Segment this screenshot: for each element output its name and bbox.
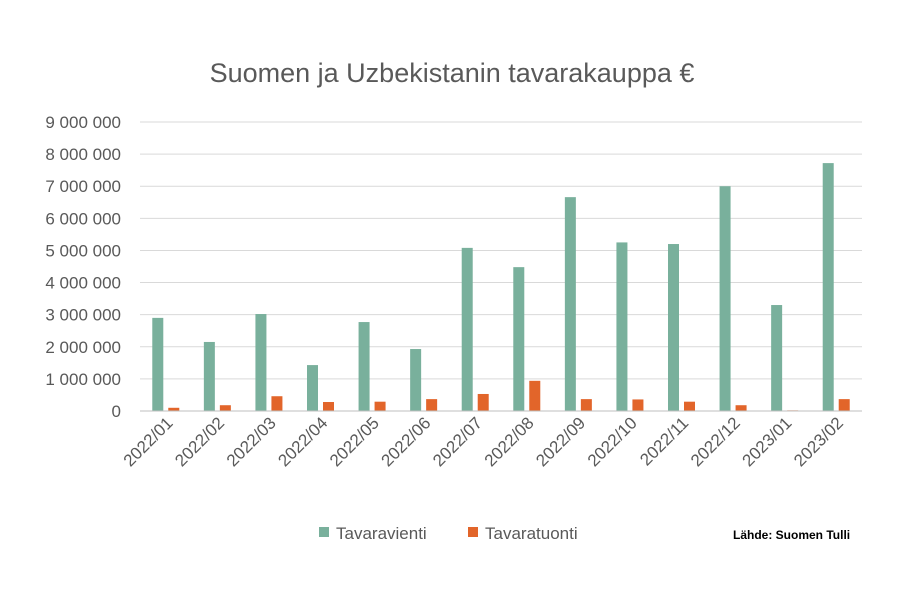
bar-tavaratuonti-2022-06 xyxy=(426,399,438,411)
x-tick-label: 2022/08 xyxy=(481,413,538,470)
x-tick-label: 2022/11 xyxy=(636,413,692,469)
y-tick-label: 6 000 000 xyxy=(45,209,121,228)
bar-tavaravienti-2022-11 xyxy=(668,244,679,411)
source-note: Lähde: Suomen Tulli xyxy=(733,528,850,542)
x-axis-tick-labels: 2022/012022/022022/032022/042022/052022/… xyxy=(120,413,847,470)
x-tick-label: 2022/01 xyxy=(120,413,177,470)
bar-tavaratuonti-2022-04 xyxy=(323,402,334,411)
x-tick-label: 2023/02 xyxy=(790,413,847,470)
y-axis-tick-labels: 0 1 000 000 2 000 000 3 000 000 4 000 000 5 0… xyxy=(45,113,121,421)
bar-tavaratuonti-2023-02 xyxy=(838,399,850,411)
x-tick-label: 2022/03 xyxy=(223,413,280,470)
y-tick-label: 9 000 000 xyxy=(45,113,121,132)
x-tick-label: 2022/12 xyxy=(687,413,744,470)
y-tick-label: 5 000 000 xyxy=(45,241,121,260)
x-tick-label: 2022/09 xyxy=(532,413,589,470)
bar-tavaratuonti-2022-03 xyxy=(271,396,283,411)
bar-tavaravienti-2023-02 xyxy=(822,163,834,411)
bar-tavaratuonti-2022-08 xyxy=(529,380,541,411)
y-tick-label: 3 000 000 xyxy=(45,306,121,325)
x-tick-label: 2023/01 xyxy=(739,413,796,470)
bar-tavaravienti-2022-06 xyxy=(410,349,422,411)
bar-tavaravienti-2022-04 xyxy=(307,365,318,411)
y-tick-label: 8 000 000 xyxy=(45,145,121,164)
bar-tavaravienti-2022-09 xyxy=(564,197,576,411)
x-tick-label: 2022/07 xyxy=(429,413,486,470)
bar-tavaravienti-2022-10 xyxy=(616,242,628,411)
x-tick-label: 2022/06 xyxy=(378,413,435,470)
bar-tavaravienti-2022-03 xyxy=(255,314,267,411)
x-tick-label: 2022/05 xyxy=(326,413,383,470)
legend: Tavaravienti Tavaratuonti xyxy=(319,524,578,543)
bar-tavaratuonti-2022-01 xyxy=(168,407,180,411)
y-tick-label: 0 xyxy=(112,402,121,421)
legend-label-tavaravienti: Tavaravienti xyxy=(336,524,427,543)
y-tick-label: 2 000 000 xyxy=(45,338,121,357)
y-tick-label: 4 000 000 xyxy=(45,274,121,293)
x-tick-label: 2022/02 xyxy=(171,413,228,470)
bar-tavaratuonti-2022-12 xyxy=(735,405,747,411)
legend-swatch-tavaratuonti xyxy=(468,527,478,537)
bar-tavaravienti-2023-01 xyxy=(771,305,783,411)
bars xyxy=(152,163,850,411)
bar-tavaratuonti-2022-09 xyxy=(580,399,592,411)
bar-tavaratuonti-2022-10 xyxy=(632,399,644,411)
x-tick-label: 2022/04 xyxy=(274,413,331,470)
bar-tavaravienti-2022-08 xyxy=(513,267,525,411)
chart-title: Suomen ja Uzbekistanin tavarakauppa € xyxy=(210,58,695,88)
bar-tavaravienti-2022-01 xyxy=(152,317,164,411)
bar-tavaravienti-2022-02 xyxy=(203,341,215,411)
bar-tavaratuonti-2022-02 xyxy=(219,405,231,411)
bar-tavaratuonti-2022-11 xyxy=(684,401,695,411)
y-tick-label: 7 000 000 xyxy=(45,177,121,196)
gridlines xyxy=(140,121,862,380)
bar-tavaravienti-2022-05 xyxy=(358,322,370,411)
bar-tavaratuonti-2022-05 xyxy=(374,401,386,411)
bar-tavaratuonti-2022-07 xyxy=(477,393,489,411)
x-tick-label: 2022/10 xyxy=(584,413,641,470)
y-tick-label: 1 000 000 xyxy=(45,370,121,389)
bar-tavaravienti-2022-12 xyxy=(719,186,731,411)
bar-tavaravienti-2022-07 xyxy=(461,247,473,411)
legend-swatch-tavaravienti xyxy=(319,527,329,537)
legend-label-tavaratuonti: Tavaratuonti xyxy=(485,524,578,543)
